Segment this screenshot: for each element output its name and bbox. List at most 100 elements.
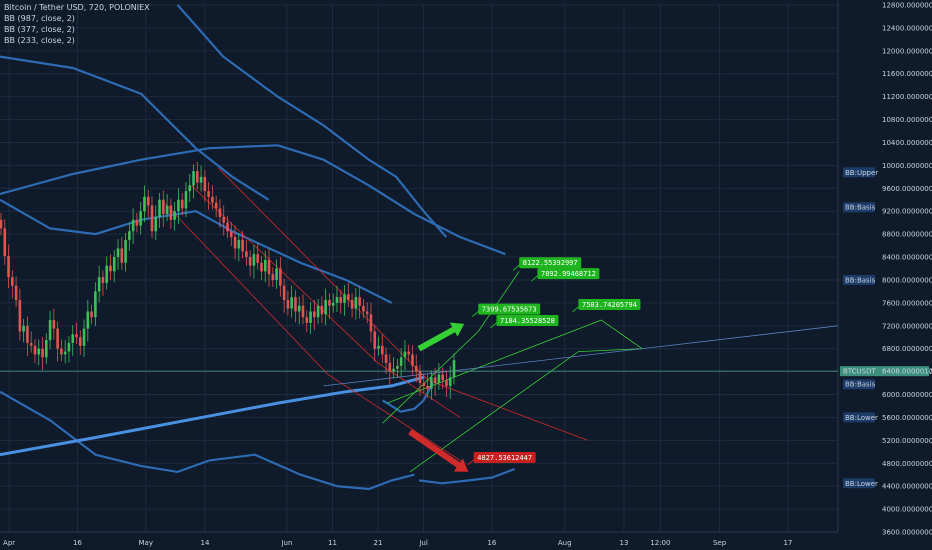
bb-axis-badge [843, 478, 875, 489]
candle-body [286, 300, 290, 309]
candle-body [112, 257, 116, 272]
x-tick-label: May [138, 539, 152, 547]
candle-body [154, 216, 158, 232]
green-channel-line [409, 348, 643, 473]
y-tick-label: 12800.00000000 [882, 2, 932, 10]
bb-axis-badge [843, 412, 875, 423]
candle-body [90, 311, 93, 318]
bb-line [0, 198, 393, 304]
candle-body [211, 196, 214, 203]
candle-body [233, 236, 237, 249]
candle-body [445, 380, 448, 386]
candle-body [192, 171, 195, 186]
candle-body [422, 383, 426, 386]
y-tick-label: 5600.00000000 [882, 414, 932, 422]
y-tick-label: 3600.00000000 [882, 529, 932, 537]
candle-body [237, 239, 241, 249]
y-tick-label: 4400.00000000 [882, 483, 932, 491]
bb-axis-badge [843, 167, 875, 178]
candle-body [162, 199, 165, 215]
candle-body [294, 297, 297, 312]
chart-legend: Bitcoin / Tether USD, 720, POLONIEX BB (… [4, 2, 150, 46]
candle-body [146, 196, 150, 206]
y-tick-label: 9200.00000000 [882, 208, 932, 216]
x-tick-label: 21 [374, 539, 383, 547]
candle-body [29, 342, 33, 346]
red-down-arrow-shaft [408, 429, 462, 469]
annotation-badge [473, 451, 536, 463]
candle-body [143, 196, 146, 212]
green-channel-line [386, 319, 643, 404]
indicator-bb-377[interactable]: BB (377, close, 2) [4, 25, 75, 34]
candle-body [56, 328, 59, 349]
candle-body [26, 325, 29, 343]
x-tick-label: 16 [487, 539, 496, 547]
indicator-bb-987[interactable]: BB (987, close, 2) [4, 14, 75, 23]
candle-body [263, 259, 267, 272]
bb-axis-badge-label: BB:Basis [845, 381, 876, 389]
candle-body [131, 219, 135, 232]
y-tick-label: 6000.00000000 [882, 391, 932, 399]
green-up-arrow-head [449, 322, 465, 337]
annotation-pointer [512, 263, 521, 271]
y-tick-label: 5200.00000000 [882, 437, 932, 445]
candle-body [448, 377, 452, 386]
candle-body [60, 348, 63, 355]
candle-body [256, 254, 259, 263]
candle-body [347, 294, 350, 301]
candle-body [320, 305, 324, 315]
x-tick-label: 14 [200, 539, 209, 547]
candle-body [290, 297, 293, 309]
candle-body [245, 251, 248, 258]
x-tick-label: 17 [783, 539, 792, 547]
bb-axis-badge-label: BB:Lower [845, 480, 878, 488]
bb-line [418, 467, 515, 485]
candle-body [377, 345, 380, 349]
indicator-bb-233[interactable]: BB (233, close, 2) [4, 36, 75, 45]
y-tick-label: 11200.00000000 [882, 93, 932, 101]
annotation-badge [519, 257, 582, 269]
y-tick-label: 6800.00000000 [882, 345, 932, 353]
candle-body [7, 255, 10, 278]
candle-body [418, 371, 422, 384]
candle-body [271, 274, 275, 280]
candle-body [430, 377, 433, 389]
candle-body [128, 231, 131, 240]
annotation-label: 7184.35528528 [500, 317, 555, 325]
candle-body [339, 297, 343, 303]
candle-body [173, 211, 176, 220]
y-tick-label: 10000.00000000 [882, 162, 932, 170]
annotation-pointer [572, 305, 580, 313]
candle-body [350, 300, 354, 309]
annotation-pointer [531, 274, 539, 282]
last-price-value: 6408.00000170 [882, 368, 932, 376]
y-tick-label: 4800.00000000 [882, 460, 932, 468]
candle-body [37, 348, 41, 355]
candle-body [316, 305, 320, 318]
candle-body [158, 199, 161, 217]
x-tick-label: 13 [619, 539, 628, 547]
candle-body [452, 360, 456, 378]
bb-line [0, 144, 506, 256]
candle-body [120, 248, 124, 263]
annotation-label: 7503.74205794 [582, 301, 637, 309]
candle-body [407, 351, 410, 355]
candle-body [78, 337, 82, 346]
bb-line [176, 4, 448, 238]
candle-body [309, 311, 312, 323]
candle-body [380, 345, 384, 355]
candle-body [199, 176, 203, 183]
candle-body [282, 285, 286, 301]
candle-body [203, 176, 207, 192]
candle-body [384, 354, 388, 364]
candle-body [433, 377, 437, 384]
candle-body [86, 311, 90, 329]
candle-body [3, 228, 7, 256]
candle-body [226, 222, 229, 232]
red-down-arrow-head [453, 458, 469, 472]
candle-body [67, 342, 71, 352]
candle-body [48, 320, 52, 341]
last-price-symbol: BTCUSDT [843, 368, 877, 376]
